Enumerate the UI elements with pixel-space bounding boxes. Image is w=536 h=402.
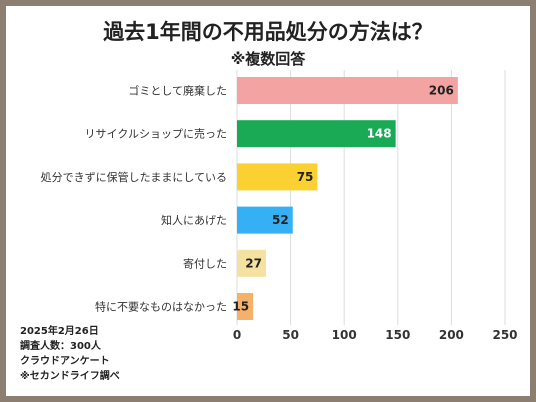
- category-label: リサイクルショップに売った: [85, 128, 227, 141]
- survey-notes: 2025年2月26日 調査人数：300人 クラウドアンケート ※セカンドライフ調…: [20, 324, 120, 384]
- category-label: 寄付した: [183, 256, 227, 270]
- value-label: 27: [245, 256, 262, 270]
- chart-card: 過去1年間の不用品処分の方法は？ ※複数回答 0 50 100 150 200 250 ゴミ…: [6, 6, 530, 396]
- value-label: 75: [297, 170, 314, 184]
- survey-date: 2025年2月26日: [20, 326, 99, 337]
- value-label: 52: [272, 213, 289, 227]
- bar: [237, 293, 254, 320]
- chart-title: 過去1年間の不用品処分の方法は？: [103, 20, 433, 44]
- value-label: 206: [429, 84, 454, 98]
- category-label: 処分できずに保管したままにしている: [41, 170, 227, 184]
- bar: [237, 206, 293, 234]
- category-label: 特に不要なものはなかった: [95, 300, 227, 314]
- value-label: 15: [232, 300, 249, 314]
- survey-source: ※セカンドライフ調べ: [20, 371, 120, 382]
- value-label: 148: [367, 127, 392, 141]
- category-label: ゴミとして廃棄した: [128, 84, 227, 98]
- bar: [237, 120, 396, 148]
- x-tick-label: 200: [439, 328, 464, 342]
- survey-sample-size: 調査人数：300人: [20, 341, 101, 352]
- bar-chart: 0 50 100 150 200 250 ゴミとして廃棄した 206 リサイクルショップに売った…: [41, 70, 518, 342]
- x-tick-label: 100: [332, 328, 357, 342]
- x-tick-label: 250: [492, 328, 517, 342]
- bar: [237, 77, 458, 104]
- x-tick-label: 0: [233, 328, 241, 342]
- survey-method: クラウドアンケート: [20, 356, 110, 367]
- category-label: 知人にあげた: [161, 213, 227, 227]
- bar: [237, 163, 318, 191]
- chart-subtitle: ※複数回答: [230, 50, 306, 68]
- x-tick-label: 150: [385, 328, 410, 342]
- bar: [237, 249, 266, 277]
- x-tick-label: 50: [282, 328, 299, 342]
